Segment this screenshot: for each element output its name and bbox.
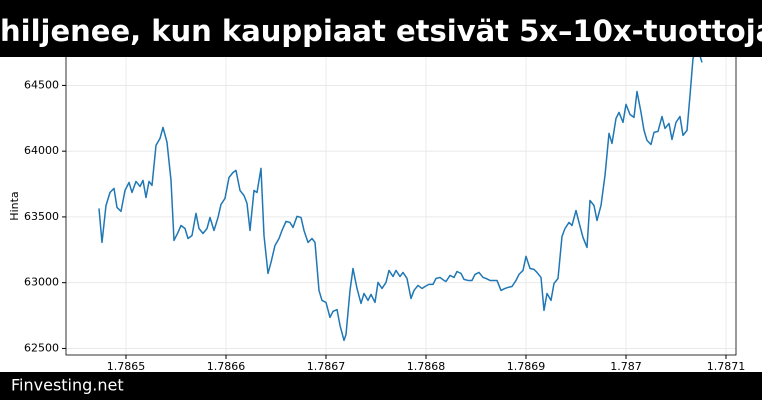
y-tick-label: 63500 <box>24 210 59 223</box>
y-axis-label: Hinta <box>8 191 21 220</box>
x-tick-label: 1.7865 <box>107 360 146 373</box>
y-tick-label: 64500 <box>24 78 59 91</box>
footer-text: Finvesting.net <box>11 376 124 395</box>
x-tick-label: 1.7866 <box>207 360 246 373</box>
plot-frame <box>65 45 737 356</box>
x-tick-label: 1.787 <box>610 360 642 373</box>
title-bar <box>0 0 762 57</box>
x-tick-label: 1.7871 <box>707 360 746 373</box>
y-tick-label: 64000 <box>24 144 59 157</box>
chart-title: hiljenee, kun kauppiaat etsivät 5x–10x-t… <box>0 14 762 48</box>
x-tick-label: 1.7867 <box>307 360 346 373</box>
x-tick-label: 1.7869 <box>507 360 546 373</box>
y-tick-label: 63000 <box>24 276 59 289</box>
price-line <box>98 49 703 342</box>
x-tick-label: 1.7868 <box>407 360 446 373</box>
y-tick-label: 62500 <box>24 341 59 354</box>
footer-bar <box>0 372 762 400</box>
